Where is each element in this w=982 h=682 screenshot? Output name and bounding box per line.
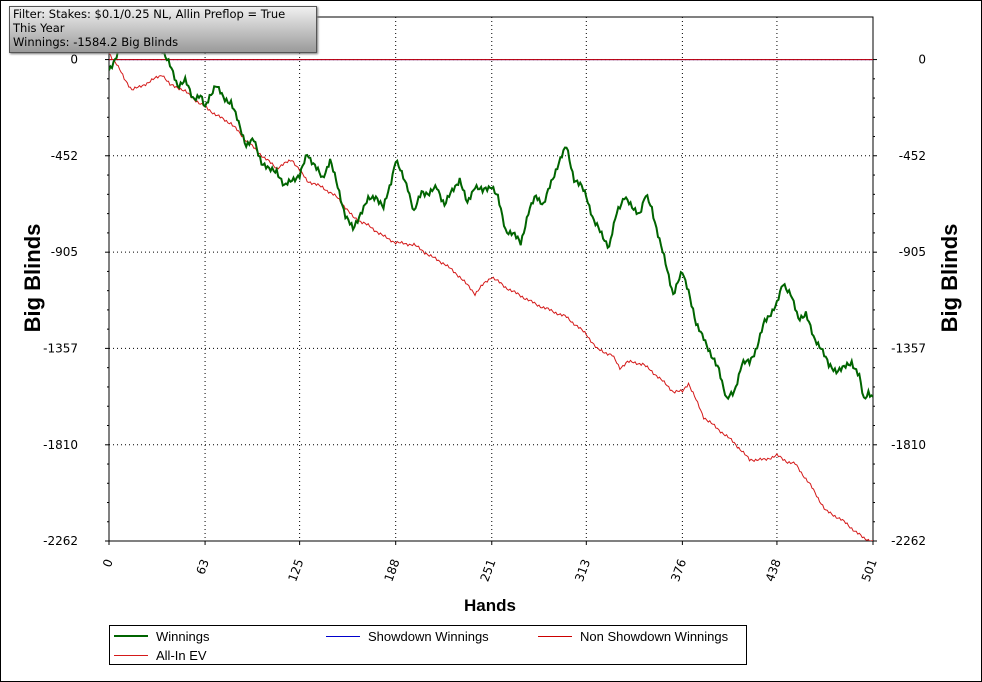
y-tick-label: -905 <box>899 245 926 259</box>
y-tick-label: -2262 <box>891 534 926 548</box>
filter-info-box: Filter: Stakes: $0.1/0.25 NL, Allin Pref… <box>9 6 317 53</box>
y-tick-label: -1357 <box>891 341 926 355</box>
x-tick-label: 251 <box>478 557 499 583</box>
legend-label: All-In EV <box>156 647 207 663</box>
legend-label: Winnings <box>156 628 210 644</box>
y-tick-labels-left: 0 -452 -905 -1357 -1810 -2262 <box>43 53 78 548</box>
y-axis-label-left: Big Blinds <box>20 224 45 333</box>
x-tick-label: 313 <box>572 557 593 583</box>
x-tick-label: 125 <box>285 557 306 583</box>
x-tick-label: 376 <box>668 557 689 583</box>
y-axis-label-right: Big Blinds <box>937 224 962 333</box>
y-tick-label: -1810 <box>891 438 926 452</box>
plot-area <box>108 16 874 542</box>
y-tick-label: -452 <box>51 149 78 163</box>
legend: Winnings Showdown Winnings Non Showdown … <box>109 625 747 665</box>
x-tick-label: 188 <box>382 557 403 583</box>
y-tick-label: 0 <box>70 53 78 67</box>
legend-swatch-showdown <box>326 635 360 637</box>
filter-text: Filter: Stakes: $0.1/0.25 NL, Allin Pref… <box>13 7 286 21</box>
all-in-ev-line <box>109 52 873 541</box>
series-layer <box>109 17 873 541</box>
period-text: This Year <box>13 21 65 35</box>
x-tick-labels: 0 63 125 188 251 313 376 438 501 <box>100 557 880 583</box>
y-tick-label: -2262 <box>43 534 78 548</box>
legend-item-winnings: Winnings <box>114 628 209 644</box>
y-tick-label: -905 <box>51 245 78 259</box>
legend-swatch-all-in-ev <box>114 654 148 656</box>
legend-label: Showdown Winnings <box>368 628 489 644</box>
x-tick-label: 63 <box>194 557 212 576</box>
y-tick-label: -452 <box>899 149 926 163</box>
x-tick-label: 0 <box>100 557 116 569</box>
winnings-line <box>109 17 873 401</box>
x-tick-label: 438 <box>763 557 784 583</box>
legend-item-showdown-winnings: Showdown Winnings <box>326 628 489 644</box>
legend-item-all-in-ev: All-In EV <box>114 647 207 663</box>
x-tick-label: 501 <box>859 557 880 583</box>
y-tick-label: 0 <box>918 53 926 67</box>
x-axis-label: Hands <box>464 596 516 615</box>
y-tick-label: -1357 <box>43 341 78 355</box>
legend-swatch-winnings <box>114 635 148 637</box>
legend-item-non-showdown-winnings: Non Showdown Winnings <box>538 628 728 644</box>
legend-swatch-non-showdown <box>538 635 572 637</box>
grid <box>105 17 877 545</box>
winnings-summary-text: Winnings: -1584.2 Big Blinds <box>13 35 179 49</box>
y-tick-labels-right: 0 -452 -905 -1357 -1810 -2262 <box>891 53 926 548</box>
y-tick-label: -1810 <box>43 438 78 452</box>
legend-label: Non Showdown Winnings <box>580 628 729 644</box>
